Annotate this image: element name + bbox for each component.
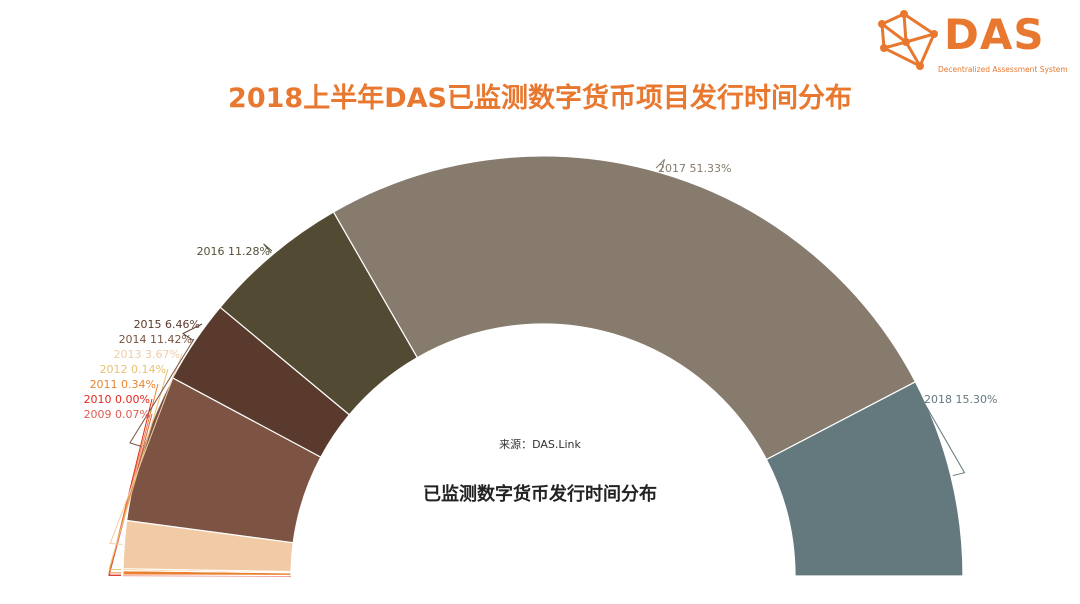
logo-text: DAS <box>944 10 1045 59</box>
slice-label-2009: 2009 0.07% <box>84 408 150 421</box>
slice-label-2013: 2013 3.67% <box>114 348 180 361</box>
network-logo-icon <box>878 10 938 70</box>
slice-2017 <box>332 155 917 461</box>
slice-label-2018: 2018 15.30% <box>924 393 997 406</box>
center-title: 已监测数字货币发行时间分布 <box>423 484 657 505</box>
leader-line-2017 <box>655 159 666 172</box>
slice-label-2011: 2011 0.34% <box>90 378 156 391</box>
slice-label-2017: 2017 51.33% <box>658 162 731 175</box>
leader-line-2010 <box>108 398 153 576</box>
source-note: 来源：DAS.Link <box>499 438 581 451</box>
slice-label-2014: 2014 11.42% <box>119 333 192 346</box>
leader-line-2011 <box>108 383 159 574</box>
slice-2018 <box>765 381 964 577</box>
leader-line-2012 <box>108 368 169 571</box>
leader-line-2014 <box>129 338 195 447</box>
slice-label-2015: 2015 6.46% <box>134 318 200 331</box>
leader-line-2018 <box>921 398 966 477</box>
leader-line-2015 <box>182 323 203 341</box>
leader-line-2013 <box>109 353 183 545</box>
logo-subtitle: Decentralized Assessment System <box>938 65 1068 74</box>
slice-label-2012: 2012 0.14% <box>100 363 166 376</box>
chart-title: 2018上半年DAS已监测数字货币项目发行时间分布 <box>228 83 852 114</box>
slice-label-2016: 2016 11.28% <box>197 245 270 258</box>
das-logo: DAS Decentralized Assessment System <box>876 10 1068 82</box>
leader-line-2016 <box>263 243 273 254</box>
slice-label-2010: 2010 0.00% <box>84 393 150 406</box>
